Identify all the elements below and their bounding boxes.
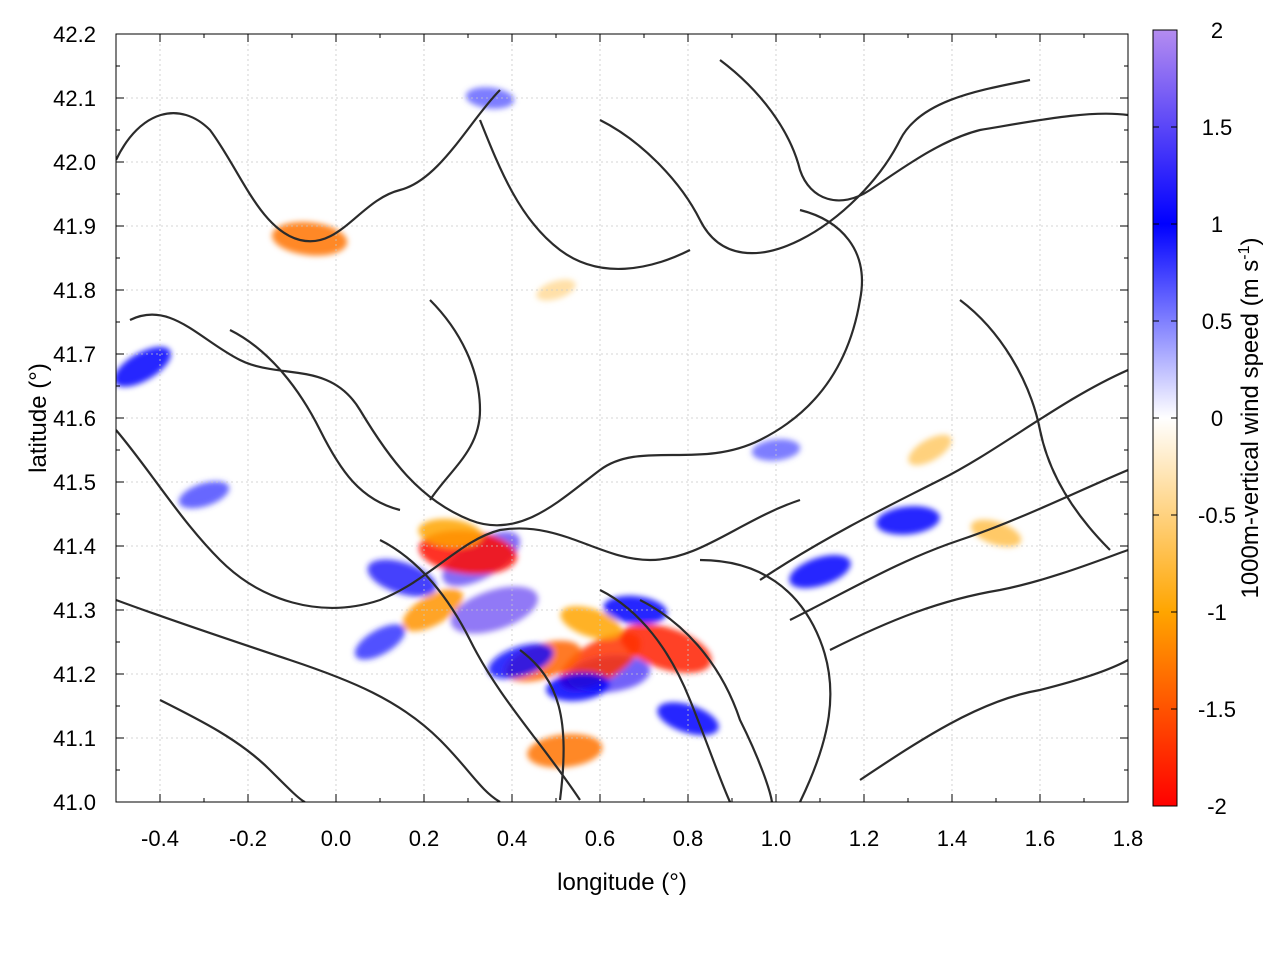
wind-feature bbox=[488, 643, 554, 679]
colorbar-title: 1000m-vertical wind speed (m s-1) bbox=[1236, 237, 1264, 598]
colorbar-tick-label: -1 bbox=[1207, 600, 1227, 625]
wind-feature bbox=[789, 555, 851, 589]
x-tick-label: 1.0 bbox=[761, 826, 792, 851]
wind-feature bbox=[272, 221, 348, 256]
colorbar-tick-labels: 2 1.5 1 0.5 0 -0.5 -1 -1.5 -2 bbox=[1198, 18, 1236, 819]
y-tick-label: 42.1 bbox=[53, 86, 96, 111]
y-tick-labels: 41.0 41.1 41.2 41.3 41.4 41.5 41.6 41.7 41.8 41.9… bbox=[53, 22, 96, 815]
colorbar-ticks bbox=[1153, 29, 1177, 807]
colorbar-tick-label: -0.5 bbox=[1198, 503, 1236, 528]
y-tick-label: 42.2 bbox=[53, 22, 96, 47]
contour-line bbox=[129, 208, 863, 527]
contour-line bbox=[116, 89, 501, 243]
x-tick-label: -0.2 bbox=[229, 826, 267, 851]
axis-ticks bbox=[116, 33, 1129, 803]
x-tick-labels: -0.4 -0.2 0.0 0.2 0.4 0.6 0.8 1.0 1.2 1.4 1.6 1.8 bbox=[141, 826, 1143, 851]
wind-feature bbox=[465, 87, 515, 109]
y-tick-label: 41.1 bbox=[53, 726, 96, 751]
wind-feature bbox=[560, 606, 622, 640]
contour-line bbox=[599, 78, 1031, 255]
wind-feature bbox=[178, 481, 230, 509]
wind-feature bbox=[970, 519, 1022, 547]
contour-line bbox=[116, 598, 501, 802]
wind-feature bbox=[908, 434, 952, 466]
x-tick-label: 1.4 bbox=[937, 826, 968, 851]
contour-line bbox=[829, 548, 1128, 651]
contour-line bbox=[859, 659, 1128, 781]
contour-line bbox=[478, 119, 691, 271]
y-tick-label: 41.5 bbox=[53, 470, 96, 495]
contour-line bbox=[599, 589, 732, 802]
wind-feature bbox=[450, 586, 539, 634]
x-tick-label: 0.0 bbox=[321, 826, 352, 851]
contour-line bbox=[759, 368, 1128, 581]
contour-line bbox=[229, 329, 401, 512]
wind-speed-field bbox=[116, 87, 1022, 768]
x-tick-label: 1.6 bbox=[1025, 826, 1056, 851]
y-tick-label: 41.9 bbox=[53, 214, 96, 239]
wind-feature bbox=[354, 624, 406, 660]
y-tick-label: 41.8 bbox=[53, 278, 96, 303]
colorbar-tick-label: 0.5 bbox=[1202, 309, 1233, 334]
colorbar-title-suffix: ) bbox=[1237, 237, 1264, 245]
x-tick-label: -0.4 bbox=[141, 826, 179, 851]
x-tick-label: 1.8 bbox=[1113, 826, 1144, 851]
contour-line bbox=[519, 649, 565, 801]
y-tick-label: 41.3 bbox=[53, 598, 96, 623]
x-axis-title: longitude (°) bbox=[557, 869, 687, 896]
colorbar-tick-label: 0 bbox=[1211, 406, 1223, 431]
y-tick-label: 41.4 bbox=[53, 534, 96, 559]
y-tick-label: 41.0 bbox=[53, 790, 96, 815]
wind-feature bbox=[657, 702, 719, 736]
x-tick-label: 0.8 bbox=[673, 826, 704, 851]
wind-feature bbox=[527, 733, 603, 768]
contour-line bbox=[699, 558, 832, 802]
x-tick-label: 0.4 bbox=[497, 826, 528, 851]
y-tick-label: 41.2 bbox=[53, 662, 96, 687]
contour-line bbox=[959, 299, 1111, 551]
colorbar-title-superscript: -1 bbox=[1236, 245, 1253, 259]
y-tick-label: 42.0 bbox=[53, 150, 96, 175]
contour-line bbox=[639, 599, 774, 802]
x-tick-label: 0.6 bbox=[585, 826, 616, 851]
y-axis-title: latitude (°) bbox=[25, 363, 52, 473]
colorbar-tick-label: 1.5 bbox=[1202, 115, 1233, 140]
wind-feature bbox=[876, 506, 940, 535]
colorbar-tick-label: 2 bbox=[1211, 18, 1223, 43]
wind-feature bbox=[116, 346, 171, 387]
wind-feature bbox=[546, 672, 610, 702]
colorbar-tick-label: -1.5 bbox=[1198, 697, 1236, 722]
x-tick-label: 1.2 bbox=[849, 826, 880, 851]
y-tick-label: 41.6 bbox=[53, 406, 96, 431]
colorbar-title-main: 1000m-vertical wind speed (m s bbox=[1237, 260, 1264, 599]
terrain-contours bbox=[116, 59, 1128, 802]
contour-line bbox=[789, 468, 1128, 621]
colorbar-tick-label: -2 bbox=[1207, 794, 1227, 819]
grid bbox=[116, 34, 1128, 802]
x-tick-label: 0.2 bbox=[409, 826, 440, 851]
contour-line bbox=[719, 59, 1128, 202]
contour-line bbox=[379, 539, 581, 801]
wind-feature bbox=[418, 518, 483, 548]
contour-line bbox=[159, 699, 306, 802]
contour-line bbox=[429, 299, 482, 501]
colorbar-tick-label: 1 bbox=[1211, 212, 1223, 237]
contour-line bbox=[116, 429, 801, 609]
y-tick-label: 41.7 bbox=[53, 342, 96, 367]
